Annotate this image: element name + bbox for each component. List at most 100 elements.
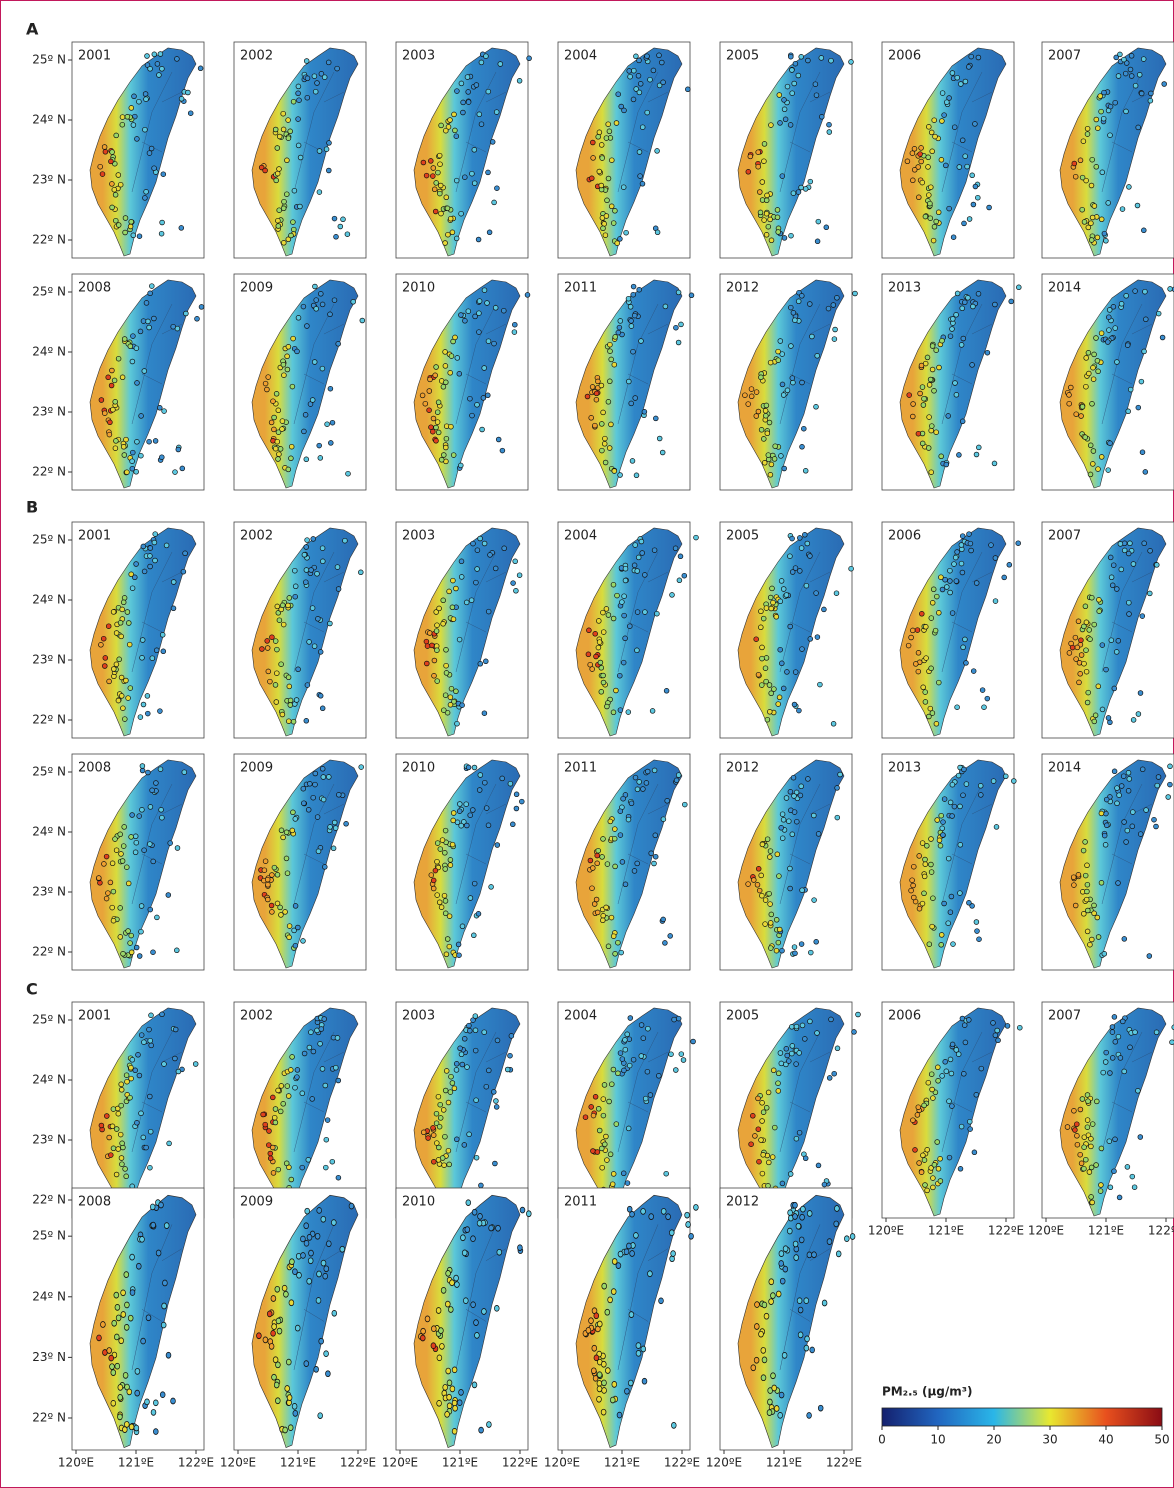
monitor-dot bbox=[448, 1307, 453, 1313]
monitor-dot bbox=[509, 1034, 514, 1039]
monitor-dot bbox=[477, 112, 482, 117]
monitor-dot bbox=[916, 1105, 921, 1110]
monitor-dot bbox=[594, 897, 599, 902]
monitor-dot bbox=[849, 566, 854, 571]
monitor-dot bbox=[955, 75, 960, 80]
monitor-dot bbox=[479, 122, 484, 127]
lat-tick-label: 23º N bbox=[32, 885, 66, 899]
monitor-dot bbox=[119, 1082, 124, 1087]
monitor-dot bbox=[779, 661, 784, 666]
monitor-dot bbox=[1110, 1025, 1115, 1030]
monitor-dot bbox=[798, 1332, 803, 1338]
monitor-dot bbox=[950, 327, 955, 332]
monitor-dot bbox=[271, 1296, 276, 1302]
monitor-dot bbox=[948, 579, 953, 584]
monitor-dot bbox=[975, 929, 980, 934]
monitor-dot bbox=[1086, 350, 1091, 355]
monitor-dot bbox=[269, 903, 274, 908]
monitor-dot bbox=[1080, 207, 1085, 212]
monitor-dot bbox=[651, 68, 656, 73]
monitor-dot bbox=[444, 952, 449, 957]
monitor-dot bbox=[435, 410, 440, 415]
monitor-dot bbox=[767, 420, 772, 425]
monitor-dot bbox=[454, 178, 459, 183]
monitor-dot bbox=[627, 1037, 632, 1042]
monitor-dot bbox=[913, 1148, 918, 1153]
monitor-dot bbox=[111, 1370, 116, 1376]
monitor-dot bbox=[1005, 1024, 1010, 1029]
monitor-dot bbox=[431, 1343, 436, 1349]
monitor-dot bbox=[1106, 315, 1111, 320]
monitor-dot bbox=[1080, 1097, 1085, 1102]
monitor-dot bbox=[624, 230, 629, 235]
monitor-dot bbox=[153, 1429, 158, 1435]
monitor-dot bbox=[142, 848, 147, 853]
monitor-dot bbox=[928, 377, 933, 382]
monitor-dot bbox=[148, 1165, 153, 1170]
monitor-dot bbox=[781, 393, 786, 398]
monitor-dot bbox=[111, 1146, 116, 1151]
monitor-dot bbox=[959, 1124, 964, 1129]
monitor-dot bbox=[453, 335, 458, 340]
colorbar-tick-label: 10 bbox=[930, 1433, 945, 1447]
monitor-dot bbox=[1105, 340, 1110, 345]
monitor-dot bbox=[487, 230, 492, 235]
monitor-dot bbox=[639, 1054, 644, 1059]
monitor-dot bbox=[589, 1318, 594, 1324]
monitor-dot bbox=[151, 1409, 156, 1415]
monitor-dot bbox=[275, 439, 280, 444]
monitor-dot bbox=[1127, 185, 1132, 190]
monitor-dot bbox=[944, 585, 949, 590]
monitor-dot bbox=[653, 833, 658, 838]
monitor-dot bbox=[604, 1134, 609, 1139]
monitor-dot bbox=[142, 1040, 147, 1045]
monitor-dot bbox=[137, 814, 142, 819]
monitor-dot bbox=[1127, 777, 1132, 782]
monitor-dot bbox=[472, 1209, 477, 1215]
monitor-dot bbox=[930, 149, 935, 154]
monitor-dot bbox=[455, 356, 460, 361]
section-label: C bbox=[26, 980, 38, 999]
monitor-dot bbox=[284, 830, 289, 835]
monitor-dot bbox=[493, 1161, 498, 1166]
monitor-dot bbox=[941, 833, 946, 838]
monitor-dot bbox=[482, 780, 487, 785]
monitor-dot bbox=[144, 1145, 149, 1150]
monitor-dot bbox=[623, 636, 628, 641]
monitor-dot bbox=[443, 364, 448, 369]
monitor-dot bbox=[1072, 883, 1077, 888]
monitor-dot bbox=[600, 1165, 605, 1170]
monitor-dot bbox=[590, 866, 595, 871]
monitor-dot bbox=[663, 941, 668, 946]
monitor-dot bbox=[1077, 680, 1082, 685]
monitor-dot bbox=[275, 1286, 280, 1292]
monitor-dot bbox=[271, 1171, 276, 1176]
monitor-dot bbox=[491, 1090, 496, 1095]
monitor-dot bbox=[444, 1069, 449, 1074]
monitor-dot bbox=[760, 180, 765, 185]
monitor-dot bbox=[482, 1030, 487, 1035]
monitor-dot bbox=[508, 781, 513, 786]
monitor-dot bbox=[950, 71, 955, 76]
lat-tick-label: 24º N bbox=[32, 1073, 66, 1087]
monitor-dot bbox=[631, 68, 636, 73]
monitor-dot bbox=[622, 108, 627, 113]
monitor-dot bbox=[1118, 542, 1123, 547]
monitor-dot bbox=[602, 441, 607, 446]
monitor-dot bbox=[793, 61, 798, 66]
monitor-dot bbox=[512, 330, 517, 335]
monitor-dot bbox=[838, 772, 843, 777]
monitor-dot bbox=[438, 1116, 443, 1121]
monitor-dot bbox=[610, 1397, 615, 1403]
monitor-dot bbox=[160, 220, 165, 225]
monitor-dot bbox=[274, 700, 279, 705]
monitor-dot bbox=[296, 667, 301, 672]
monitor-dot bbox=[910, 878, 915, 883]
monitor-dot bbox=[336, 792, 341, 797]
monitor-dot bbox=[629, 324, 634, 329]
monitor-dot bbox=[782, 1352, 787, 1358]
map-panel: 2011 bbox=[558, 754, 690, 970]
monitor-dot bbox=[474, 1320, 479, 1326]
monitor-dot bbox=[911, 864, 916, 869]
monitor-dot bbox=[769, 1299, 774, 1305]
